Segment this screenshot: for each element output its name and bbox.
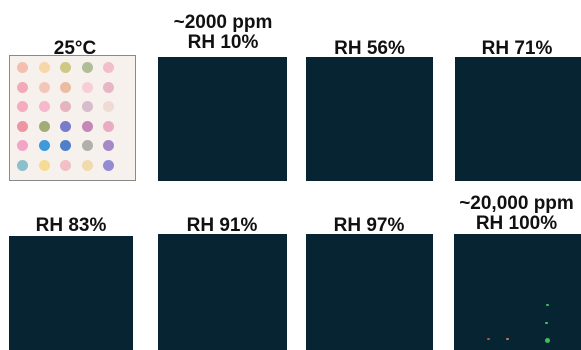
sensor-dot xyxy=(103,101,114,112)
sensor-dot xyxy=(60,81,71,93)
sensor-panel-rh56 xyxy=(306,57,433,181)
panel-label-rh71: RH 71% xyxy=(481,38,553,59)
sensor-dot xyxy=(60,101,71,112)
sensor-panel-rh97 xyxy=(306,234,433,350)
panel-label-rh83: RH 83% xyxy=(35,215,107,236)
color-speck xyxy=(545,338,550,343)
panel-label-rh56: RH 56% xyxy=(334,38,405,59)
sensor-dot xyxy=(38,159,50,171)
sensor-panel-rh91 xyxy=(158,234,287,350)
sensor-dot xyxy=(17,140,28,151)
sensor-dot xyxy=(81,101,93,112)
panel-label-rh91: RH 91% xyxy=(186,215,258,236)
sensor-dot xyxy=(103,120,114,132)
sensor-dot xyxy=(81,62,93,73)
panel-label-rh100: ~20,000 ppm RH 100% xyxy=(452,194,581,234)
sensor-dot xyxy=(81,159,93,171)
panel-label-rh10: ~2000 ppm RH 10% xyxy=(158,13,288,53)
sensor-dot xyxy=(81,81,93,93)
sensor-dot xyxy=(103,81,114,93)
sensor-panel-rh71 xyxy=(455,57,581,181)
sensor-dot xyxy=(60,159,71,171)
reference-dot-array-panel xyxy=(9,55,136,181)
color-speck xyxy=(546,304,549,306)
sensor-panel-rh10 xyxy=(158,57,287,181)
sensor-dot xyxy=(17,81,28,93)
sensor-panel-rh100 xyxy=(454,234,581,350)
color-speck xyxy=(506,338,509,340)
sensor-dot xyxy=(38,62,50,73)
color-speck xyxy=(545,322,548,324)
sensor-dot xyxy=(17,159,28,171)
sensor-dot xyxy=(60,120,71,132)
panel-label-25c: 25°C xyxy=(53,38,97,59)
sensor-dot xyxy=(38,120,50,132)
sensor-panel-rh83 xyxy=(9,236,133,350)
sensor-dot xyxy=(17,62,28,73)
sensor-dot xyxy=(38,81,50,93)
sensor-dot xyxy=(38,140,50,151)
sensor-dot xyxy=(103,140,114,151)
sensor-dot xyxy=(38,101,50,112)
sensor-dot xyxy=(17,101,28,112)
concentration-label-high: ~20,000 ppm xyxy=(459,193,574,214)
sensor-dot xyxy=(81,140,93,151)
color-speck xyxy=(487,338,490,340)
sensor-dot xyxy=(103,159,114,171)
sensor-dot xyxy=(17,120,28,132)
sensor-dot xyxy=(60,140,71,151)
sensor-dot xyxy=(81,120,93,132)
sensor-dot xyxy=(103,62,114,73)
concentration-label-low: ~2000 ppm xyxy=(173,12,273,33)
panel-label-rh97: RH 97% xyxy=(333,215,405,236)
sensor-dot xyxy=(60,62,71,73)
